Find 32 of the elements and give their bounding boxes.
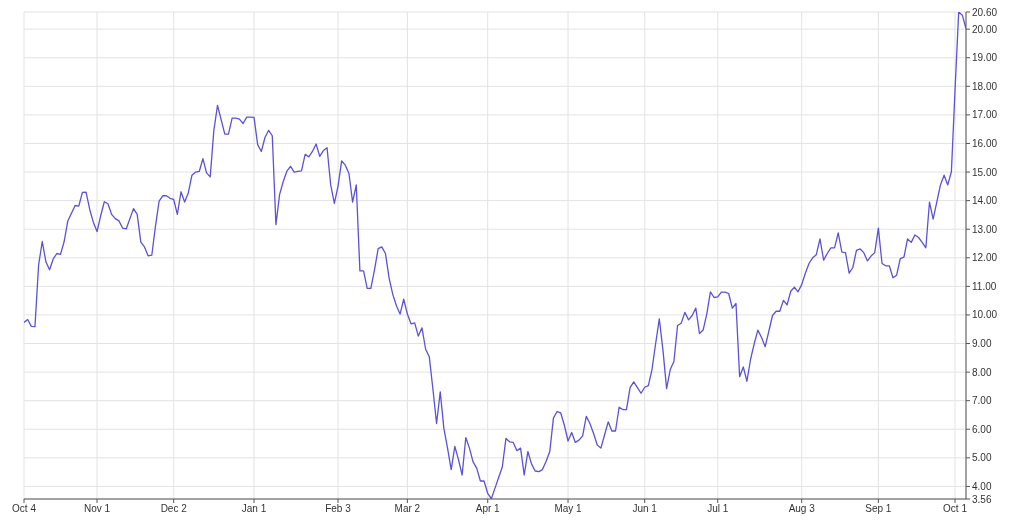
y-tick-label: 16.00	[972, 138, 998, 150]
y-tick-label: 20.00	[972, 23, 998, 35]
x-tick-label: Jun 1	[632, 503, 658, 515]
y-tick-label: 7.00	[972, 395, 992, 407]
x-tick-label: Nov 1	[83, 503, 111, 515]
y-tick-label: 5.00	[972, 452, 992, 464]
x-tick-label: Dec 2	[160, 503, 188, 515]
y-tick-label: 15.00	[972, 166, 998, 178]
x-tick-label: Aug 3	[788, 503, 816, 515]
y-tick-label: 20.60	[972, 6, 998, 18]
x-tick-label: Jul 1	[707, 503, 729, 515]
x-tick-label: Apr 1	[475, 503, 501, 515]
x-tick-label: Feb 3	[325, 503, 352, 515]
y-tick-label: 10.00	[972, 309, 998, 321]
x-tick-label: Oct 1	[943, 503, 968, 515]
x-tick-label: Oct 4	[12, 503, 37, 515]
x-tick-label: May 1	[554, 503, 583, 515]
x-tick-label: Sep 1	[865, 503, 892, 515]
y-tick-label: 19.00	[972, 52, 998, 64]
y-tick-label: 11.00	[972, 280, 997, 292]
y-tick-label: 9.00	[972, 338, 992, 350]
y-tick-label: 13.00	[972, 223, 998, 235]
y-tick-label: 3.56	[972, 493, 992, 505]
y-tick-label: 8.00	[972, 366, 992, 378]
x-tick-label: Mar 2	[394, 503, 421, 515]
y-tick-label: 17.00	[972, 109, 998, 121]
y-tick-label: 4.00	[972, 480, 992, 492]
y-tick-label: 6.00	[972, 423, 992, 435]
y-tick-label: 18.00	[972, 80, 998, 92]
x-tick-label: Jan 1	[241, 503, 267, 515]
y-tick-label: 14.00	[972, 195, 998, 207]
y-tick-label: 12.00	[972, 252, 998, 264]
